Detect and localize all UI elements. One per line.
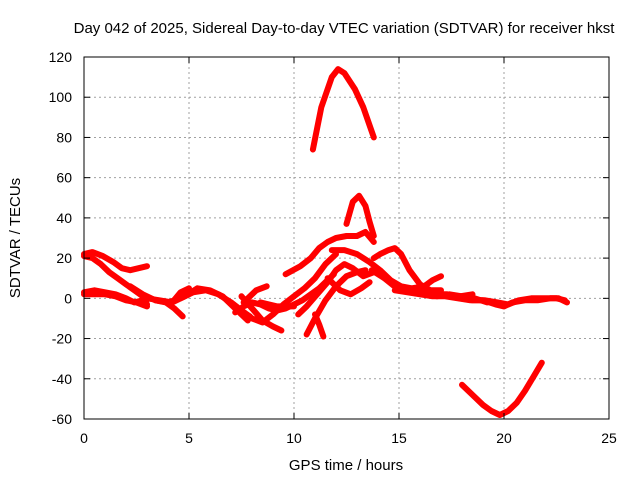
x-tick-label: 0 [80,430,88,446]
y-tick-label: 60 [56,170,72,186]
x-tick-label: 20 [496,430,512,446]
series-line-s14 [257,299,297,310]
y-tick-label: 20 [56,250,72,266]
y-axis-label: SDTVAR / TECUs [7,178,24,298]
series-line-s27 [459,359,545,418]
y-tick-label: 80 [56,129,72,145]
series-line-s13 [238,293,285,334]
series-line-s26 [433,291,491,306]
x-axis-label: GPS time / hours [289,457,403,474]
data-series-group [81,66,570,418]
y-tick-label: 120 [49,49,73,65]
series-line-s16 [282,229,377,278]
y-tick-label: 0 [64,290,72,306]
y-tick-label: -20 [52,331,72,347]
x-tick-label: 15 [391,430,407,446]
series-line-s1 [309,66,377,153]
x-tick-label: 10 [286,430,302,446]
series-line-s6 [81,291,150,310]
y-tick-label: -60 [52,411,72,427]
chart-title: Day 042 of 2025, Sidereal Day-to-day VTE… [74,20,616,37]
x-tick-label: 5 [185,430,193,446]
series-line-s10 [169,285,192,306]
series-line-s3 [81,249,150,274]
series-line-s15 [240,283,270,306]
tick-labels: 0 5 10 15 20 25 -60 -40 -20 0 20 40 60 80 100 120 [49,49,617,446]
y-tick-label: -40 [52,371,72,387]
series-line-s20 [324,275,373,298]
series-line-s2 [343,192,377,239]
y-tick-label: 40 [56,210,72,226]
grid [84,57,609,419]
y-tick-label: 100 [49,89,73,105]
series-line-s22 [370,245,444,294]
x-tick-label: 25 [601,430,617,446]
plot-frame [83,56,610,420]
series-line-s19 [312,311,327,340]
